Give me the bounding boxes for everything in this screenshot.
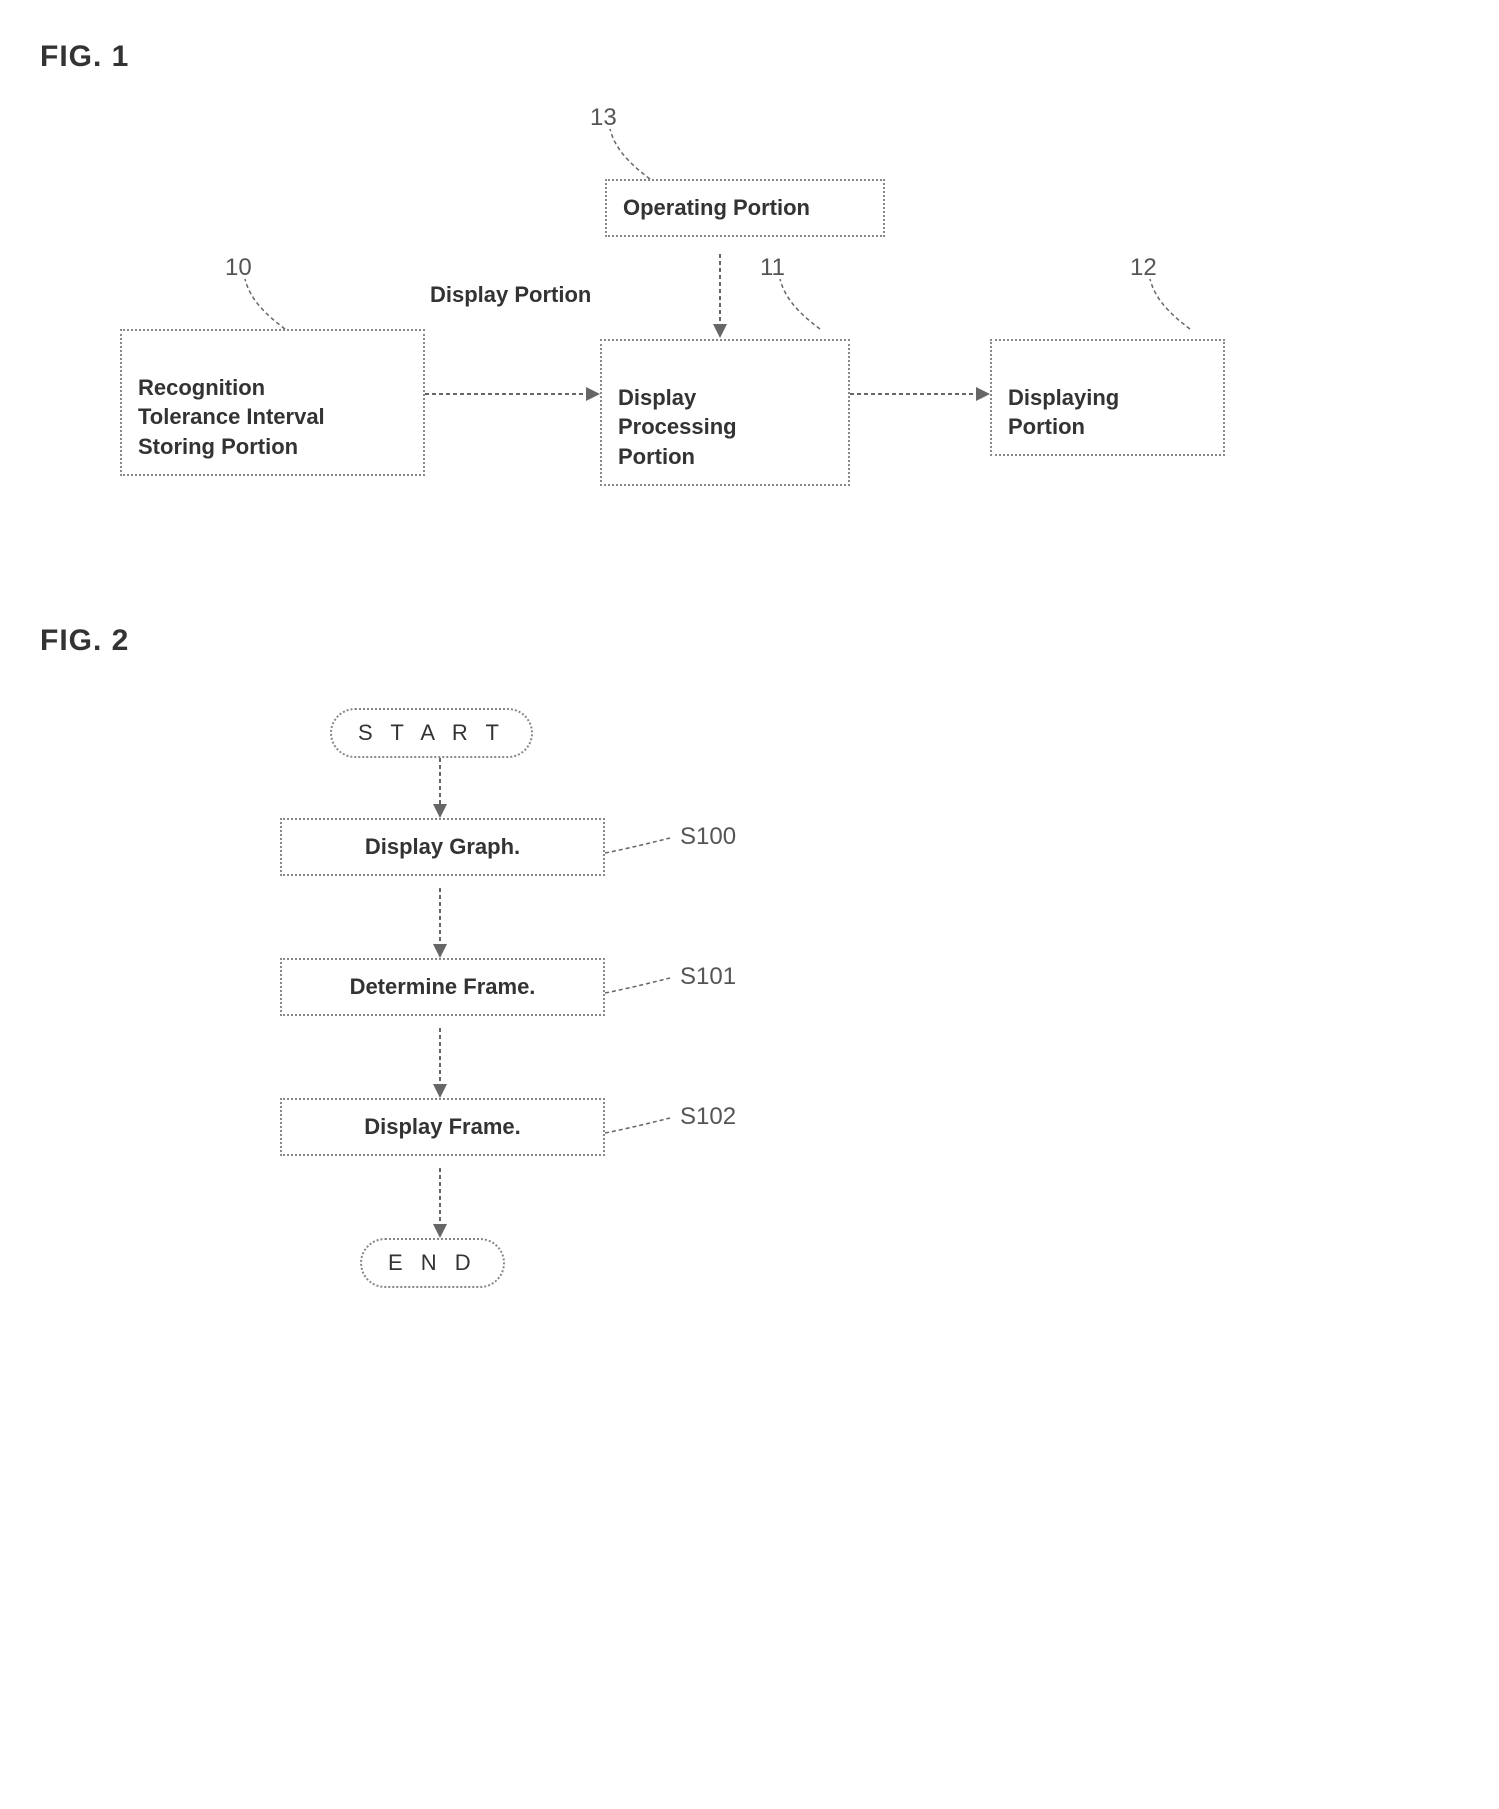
step-2-text: Display Frame.	[364, 1114, 521, 1139]
step-1-text: Determine Frame.	[350, 974, 536, 999]
step-0-text: Display Graph.	[365, 834, 520, 859]
ref-10: 10	[225, 254, 252, 282]
fig1-diagram: 13 Operating Portion Display Portion 10 …	[40, 104, 1459, 524]
node-display-processing: Display Processing Portion	[600, 339, 850, 486]
ref-13: 13	[590, 104, 617, 132]
step-determine-frame: Determine Frame.	[280, 958, 605, 1016]
node-displaying-portion: Displaying Portion	[990, 339, 1225, 456]
node-10-text: Recognition Tolerance Interval Storing P…	[138, 375, 325, 459]
terminal-start: S T A R T	[330, 708, 533, 758]
ref-s100: S100	[680, 823, 736, 851]
step-display-frame: Display Frame.	[280, 1098, 605, 1156]
node-recognition-tolerance: Recognition Tolerance Interval Storing P…	[120, 329, 425, 476]
node-operating-portion: Operating Portion	[605, 179, 885, 237]
start-text: S T A R T	[358, 720, 505, 745]
step-display-graph: Display Graph.	[280, 818, 605, 876]
ref-s101: S101	[680, 963, 736, 991]
end-text: E N D	[388, 1250, 477, 1275]
fig2-diagram: S T A R T Display Graph. S100 Determine …	[40, 688, 1459, 1388]
fig1-label: FIG. 1	[40, 40, 1459, 74]
ref-12: 12	[1130, 254, 1157, 282]
node-13-text: Operating Portion	[623, 195, 810, 220]
ref-11: 11	[760, 254, 785, 282]
fig2-label: FIG. 2	[40, 624, 1459, 658]
terminal-end: E N D	[360, 1238, 505, 1288]
node-11-text: Display Processing Portion	[618, 385, 737, 469]
node-12-text: Displaying Portion	[1008, 385, 1119, 440]
display-portion-annotation: Display Portion	[430, 282, 591, 308]
ref-s102: S102	[680, 1103, 736, 1131]
